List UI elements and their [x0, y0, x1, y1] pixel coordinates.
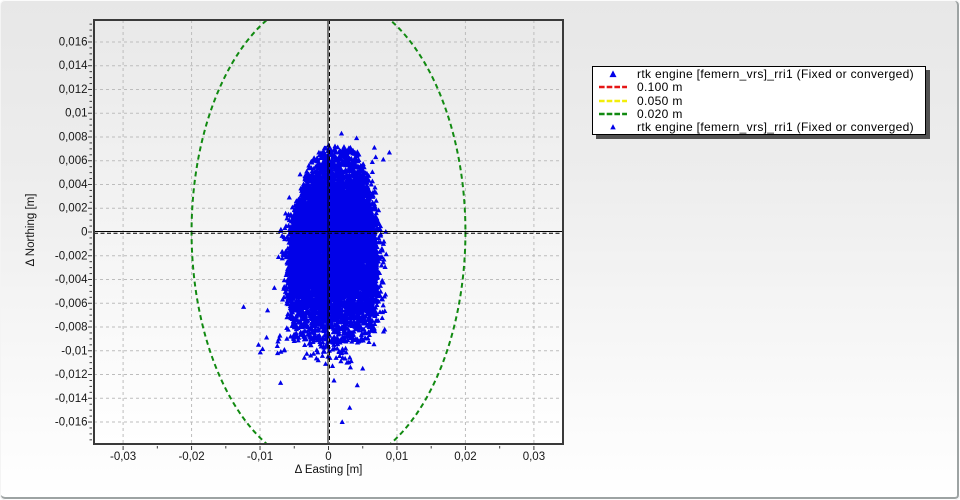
y-tick-label: -0,008 — [55, 322, 88, 334]
y-tick-label: -0,016 — [55, 417, 88, 429]
y-tick-label: 0,014 — [59, 60, 88, 72]
legend-item-label: 0.020 m — [637, 106, 683, 121]
y-tick-label: -0,006 — [55, 298, 88, 310]
plot-border — [93, 19, 564, 445]
legend-dashed-line-icon — [597, 107, 628, 120]
scatter-series[interactable] — [241, 130, 392, 425]
y-tick-label: -0,01 — [61, 345, 87, 357]
y-tick-label: 0,01 — [65, 108, 87, 120]
scatter-points — [241, 130, 392, 425]
legend-item-label: rtk engine [femern_vrs]_rri1 (Fixed or c… — [637, 120, 914, 135]
legend-item[interactable]: rtk engine [femern_vrs]_rri1 (Fixed or c… — [593, 120, 925, 135]
y-tick-label: 0,008 — [59, 131, 88, 143]
legend: rtk engine [femern_vrs]_rri1 (Fixed or c… — [592, 66, 926, 135]
y-axis-title: Δ Northing [m] — [25, 193, 37, 267]
legend-item[interactable]: 0.020 m — [593, 106, 925, 121]
y-tick-label: -0,004 — [55, 274, 88, 286]
x-tick-label: -0,03 — [110, 451, 136, 463]
legend-item-label: rtk engine [femern_vrs]_rri1 (Fixed or c… — [637, 66, 914, 81]
zero-axes — [94, 20, 563, 444]
y-tick-label: 0,002 — [59, 203, 88, 215]
y-tick-label: 0,006 — [59, 155, 88, 167]
x-tick-label: 0 — [325, 451, 331, 463]
x-tick-label: -0,01 — [247, 451, 273, 463]
legend-item-label: 0.100 m — [637, 80, 683, 95]
y-tick-label: 0,012 — [59, 84, 88, 96]
legend-dashed-line-icon — [597, 81, 628, 94]
axis-ticks — [88, 23, 535, 450]
legend-triangle-marker-icon — [597, 67, 628, 80]
legend-triangle-marker-icon — [597, 120, 628, 133]
x-tick-label: 0,01 — [386, 451, 408, 463]
y-tick-label: -0,014 — [55, 393, 88, 405]
x-tick-label: -0,02 — [178, 451, 204, 463]
x-axis-title: Δ Easting [m] — [294, 464, 363, 476]
y-tick-label: 0 — [81, 227, 87, 239]
y-tick-label: 0,004 — [59, 179, 88, 191]
legend-item[interactable]: 0.050 m — [593, 93, 925, 108]
y-tick-label: -0,012 — [55, 369, 88, 381]
legend-item[interactable]: rtk engine [femern_vrs]_rri1 (Fixed or c… — [593, 66, 925, 81]
legend-item-label: 0.050 m — [637, 93, 683, 108]
x-tick-label: 0,02 — [454, 451, 476, 463]
y-tick-label: -0,002 — [55, 250, 88, 262]
y-tick-label: 0,016 — [59, 36, 88, 48]
legend-dashed-line-icon — [597, 94, 628, 107]
legend-item[interactable]: 0.100 m — [593, 80, 925, 95]
x-tick-label: 0,03 — [523, 451, 545, 463]
